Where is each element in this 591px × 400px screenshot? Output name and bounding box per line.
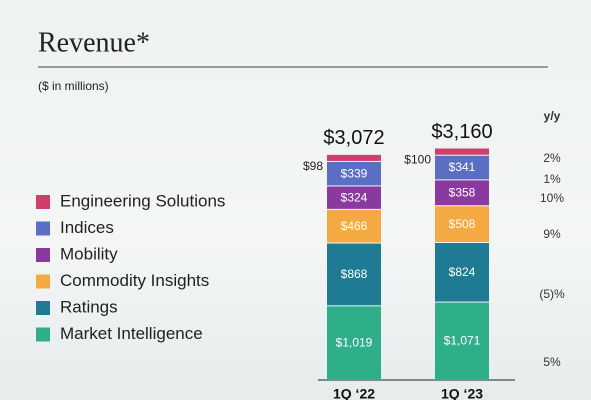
- value-label: $358: [449, 185, 476, 199]
- legend-label: Mobility: [60, 244, 118, 263]
- bar-segment: [435, 155, 489, 180]
- legend-label: Engineering Solutions: [60, 191, 225, 210]
- total-label: $3,160: [431, 121, 492, 143]
- value-label: $508: [449, 217, 476, 231]
- bar-segment: [327, 209, 381, 243]
- bar-segment: [435, 242, 489, 302]
- value-label: $100: [404, 153, 431, 167]
- legend-swatch: [36, 327, 50, 342]
- value-label: $339: [341, 166, 368, 180]
- yoy-label: 2%: [543, 151, 561, 165]
- legend-label: Ratings: [60, 297, 118, 316]
- yoy-label: 1%: [543, 172, 561, 186]
- bar-segment: [327, 186, 381, 209]
- yoy-label: (5)%: [539, 287, 565, 301]
- yoy-header: y/y: [544, 109, 561, 123]
- bar-segment: [327, 154, 381, 161]
- value-label: $98: [303, 159, 323, 173]
- yoy-label: 10%: [540, 191, 564, 205]
- bar-segment: [327, 243, 381, 306]
- chart-title: Revenue*: [38, 27, 150, 58]
- bar-segment: [435, 206, 489, 242]
- legend-swatch: [36, 221, 50, 236]
- total-label: $3,072: [323, 127, 384, 149]
- value-label: $466: [341, 219, 368, 233]
- legend-swatch: [36, 248, 50, 262]
- bar-segment: [327, 161, 381, 186]
- bar-segment: [435, 302, 489, 379]
- legend-swatch: [36, 274, 50, 289]
- legend-label: Commodity Insights: [60, 271, 209, 290]
- x-tick-label: 1Q ‘22: [333, 386, 375, 400]
- legend-label: Market Intelligence: [60, 324, 203, 343]
- value-label: $868: [341, 267, 368, 281]
- legend-label: Indices: [60, 218, 114, 237]
- value-label: $341: [449, 160, 476, 174]
- x-tick-label: 1Q ‘23: [441, 386, 483, 400]
- bar-segment: [327, 306, 381, 379]
- legend-swatch: [36, 301, 50, 315]
- legend-swatch: [36, 195, 50, 209]
- yoy-label: 9%: [543, 227, 561, 241]
- yoy-label: 5%: [543, 355, 561, 369]
- value-label: $324: [341, 190, 368, 204]
- value-label: $1,071: [444, 333, 481, 347]
- subtitle: ($ in millions): [38, 79, 109, 93]
- value-label: $824: [449, 265, 476, 279]
- value-label: $1,019: [336, 335, 373, 349]
- bar-segment: [435, 148, 489, 155]
- bar-segment: [435, 180, 489, 206]
